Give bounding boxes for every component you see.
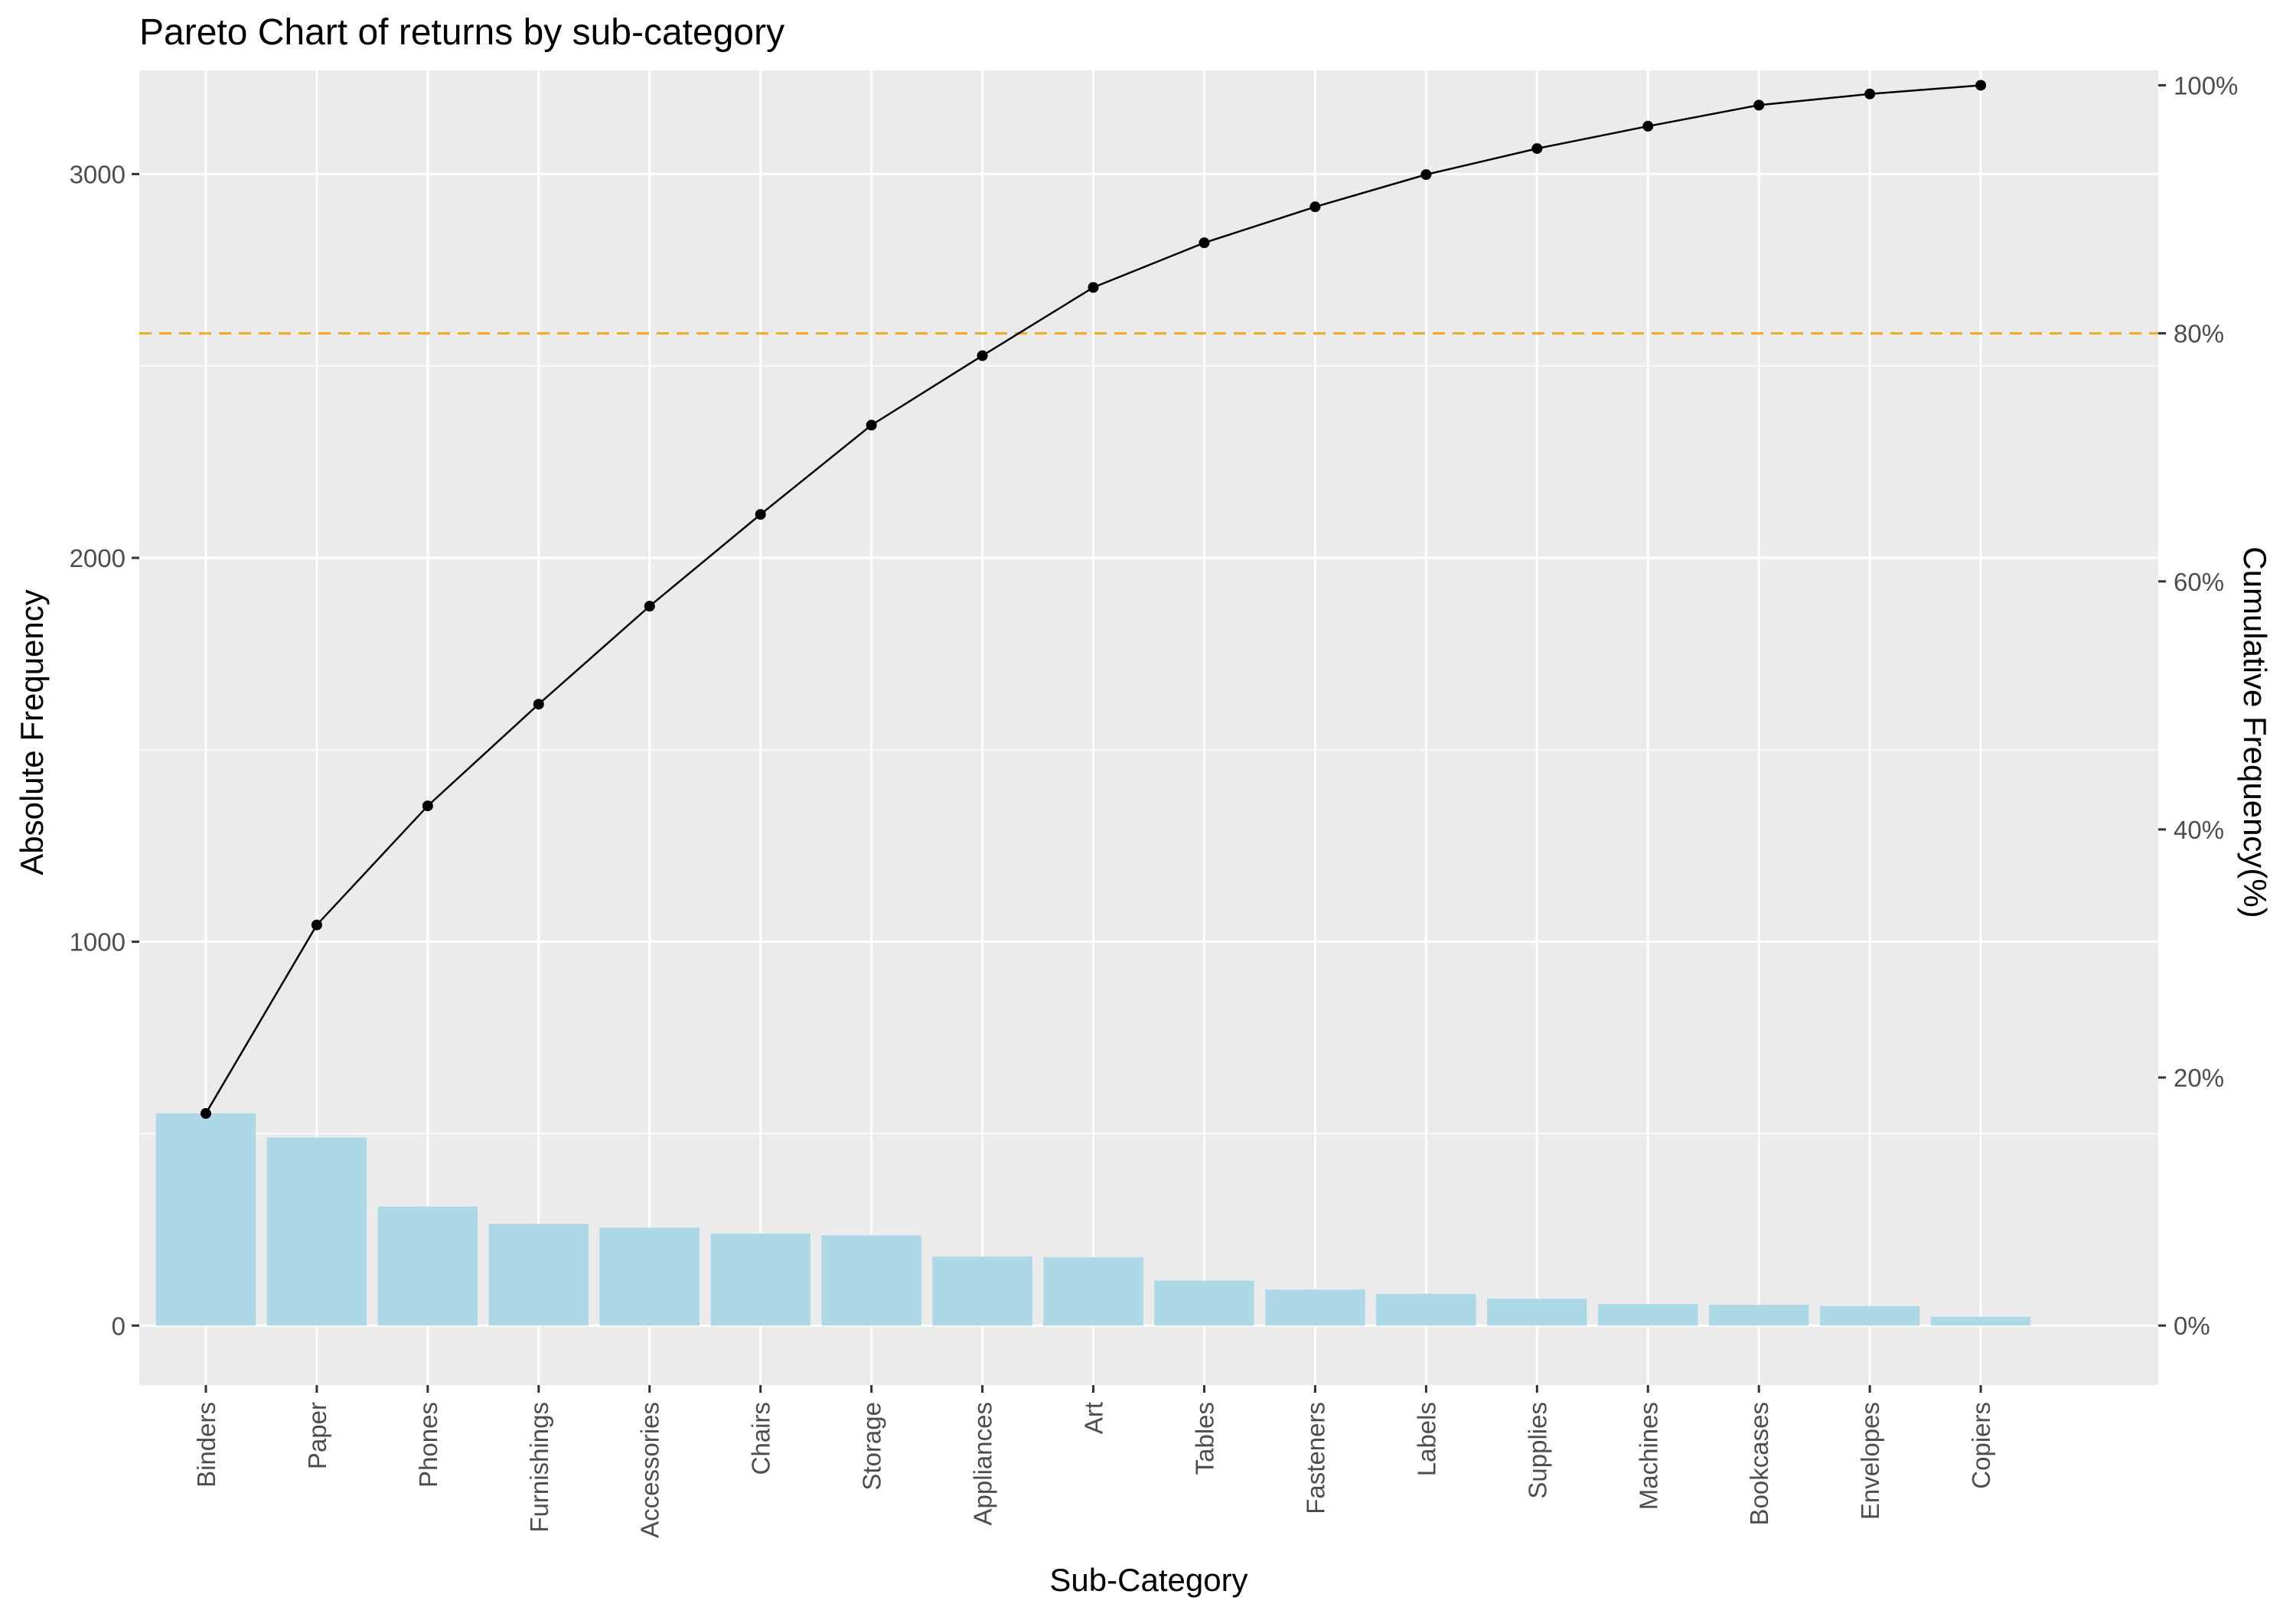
y2-tick-label: 40% xyxy=(2174,816,2224,844)
bar-furnishings xyxy=(488,1224,589,1326)
cumulative-point-art xyxy=(1088,282,1099,293)
cumulative-point-tables xyxy=(1199,237,1210,249)
bar-storage xyxy=(821,1235,921,1326)
bar-art xyxy=(1043,1257,1143,1326)
bar-fasteners xyxy=(1265,1289,1365,1326)
cumulative-point-binders xyxy=(200,1108,211,1120)
x-tick-label: Labels xyxy=(1412,1402,1440,1476)
cumulative-point-paper xyxy=(311,919,322,931)
y-axis-title: Absolute Frequency xyxy=(14,589,50,875)
y-tick-label: 1000 xyxy=(70,928,126,957)
bar-binders xyxy=(155,1113,256,1326)
bar-supplies xyxy=(1487,1299,1587,1326)
y2-axis-title: Cumulative Frequency(%) xyxy=(2237,546,2273,918)
major-gridlines xyxy=(139,70,2158,1385)
x-tick-label: Storage xyxy=(858,1402,886,1491)
y2-tick-label: 100% xyxy=(2174,71,2238,99)
cumulative-point-labels xyxy=(1420,169,1432,181)
bar-series xyxy=(155,1113,2031,1326)
bar-labels xyxy=(1376,1293,1476,1326)
x-tick-label: Art xyxy=(1080,1402,1108,1434)
cumulative-point-appliances xyxy=(977,350,988,361)
x-axis-title: Sub-Category xyxy=(1049,1562,1247,1598)
cumulative-point-bookcases xyxy=(1753,99,1765,111)
x-tick-label: Phones xyxy=(414,1402,442,1488)
left-y-axis: 0 1000 2000 3000 xyxy=(70,160,139,1340)
x-tick-label: Chairs xyxy=(747,1402,775,1475)
cumulative-point-copiers xyxy=(1975,80,1987,91)
cumulative-point-furnishings xyxy=(533,699,544,710)
y2-tick-label: 60% xyxy=(2174,568,2224,596)
bar-machines xyxy=(1598,1304,1698,1326)
cumulative-point-supplies xyxy=(1531,143,1543,155)
bar-accessories xyxy=(599,1227,700,1326)
cumulative-point-machines xyxy=(1642,120,1654,132)
x-tick-label: Binders xyxy=(192,1402,220,1488)
bar-bookcases xyxy=(1708,1305,1809,1326)
cumulative-line-series xyxy=(200,80,1987,1120)
x-tick-label: Furnishings xyxy=(525,1402,553,1533)
bar-chairs xyxy=(710,1233,810,1326)
y-tick-label: 0 xyxy=(112,1312,126,1340)
plot-panel xyxy=(139,70,2158,1385)
cumulative-point-envelopes xyxy=(1864,88,1876,99)
cumulative-point-storage xyxy=(866,419,877,431)
x-tick-label: Bookcases xyxy=(1745,1402,1773,1525)
y2-tick-label: 20% xyxy=(2174,1064,2224,1092)
y2-tick-label: 80% xyxy=(2174,320,2224,348)
bar-paper xyxy=(266,1137,367,1326)
x-tick-label: Accessories xyxy=(636,1402,664,1538)
x-tick-label: Paper xyxy=(303,1402,331,1469)
bar-copiers xyxy=(1930,1316,2031,1326)
x-tick-label: Envelopes xyxy=(1856,1402,1884,1520)
cumulative-point-accessories xyxy=(644,601,655,612)
bar-appliances xyxy=(932,1256,1032,1326)
bar-tables xyxy=(1154,1280,1254,1326)
cumulative-point-phones xyxy=(422,800,433,812)
x-tick-label: Supplies xyxy=(1523,1402,1551,1499)
cumulative-point-fasteners xyxy=(1309,201,1321,213)
chart-title: Pareto Chart of returns by sub-category xyxy=(139,12,784,53)
x-tick-label: Fasteners xyxy=(1301,1402,1329,1514)
bar-phones xyxy=(377,1206,478,1326)
y-tick-label: 3000 xyxy=(70,160,126,188)
cumulative-point-chairs xyxy=(755,509,766,520)
x-tick-label: Copiers xyxy=(1967,1402,1995,1489)
right-y-axis: 0% 20% 40% 60% 80% 100% xyxy=(2158,71,2238,1340)
y2-tick-label: 0% xyxy=(2174,1312,2210,1340)
y-tick-label: 2000 xyxy=(70,544,126,572)
x-tick-label: Tables xyxy=(1190,1402,1218,1475)
x-tick-label: Appliances xyxy=(969,1402,997,1525)
minor-gridlines xyxy=(139,365,2158,1135)
x-tick-label: Machines xyxy=(1634,1402,1662,1510)
x-axis: Binders Paper Phones Furnishings Accessories… xyxy=(192,1385,1995,1538)
bar-envelopes xyxy=(1819,1305,1920,1326)
